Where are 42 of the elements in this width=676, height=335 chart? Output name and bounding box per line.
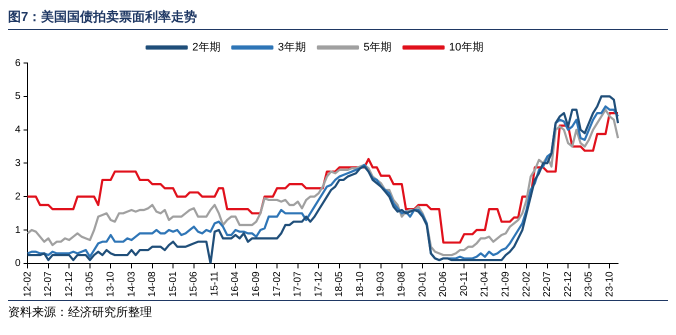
x-tick-label: 20-11 [458,270,470,296]
x-tick-label: 17-02 [272,270,283,297]
y-tick-label: 4 [15,124,21,136]
x-tick-label: 13-05 [84,270,96,297]
x-tick-label: 22-12 [562,270,574,297]
y-tick-label: 6 [15,58,21,69]
x-tick-label: 22-07 [542,270,554,297]
y-tick-label: 1 [15,224,21,236]
x-tick-label: 17-07 [292,270,304,297]
legend-label: 10年期 [449,42,484,54]
x-tick-label: 19-08 [396,270,408,297]
x-tick-label: 12-12 [64,270,75,297]
chart-title: 图7：美国国债拍卖票面利率走势 [8,8,668,30]
x-tick-label: 15-01 [168,270,179,297]
text: 资料来源：经济研究所整理 [8,300,668,321]
x-tick-label: 14-03 [126,270,138,297]
x-tick-label: 15-06 [188,270,200,297]
x-tick-label: 16-04 [230,270,242,297]
x-tick-label: 20-06 [438,270,450,297]
legend-label: 2年期 [192,42,220,54]
legend-label: 5年期 [363,42,392,54]
x-tick-label: 23-10 [604,270,616,297]
y-tick-label: 0 [15,258,21,270]
x-tick-label: 13-10 [105,270,116,297]
x-tick-label: 19-03 [376,270,387,297]
y-tick-label: 2 [15,191,21,202]
x-tick-label: 18-10 [354,270,366,297]
x-tick-label: 16-09 [251,270,262,297]
x-tick-label: 20-01 [417,270,428,297]
x-tick-label: 21-09 [500,270,512,297]
x-tick-label: 18-05 [334,270,346,297]
y-tick-label: 3 [15,158,21,169]
x-tick-label: 22-02 [521,270,532,297]
x-tick-label: 12-02 [22,270,34,297]
y-tick-label: 5 [15,91,21,102]
x-tick-label: 12-07 [43,270,54,297]
x-tick-label: 15-11 [209,270,220,296]
legend-label: 3年期 [278,42,306,54]
x-tick-label: 23-05 [584,270,595,297]
x-tick-label: 21-04 [480,270,491,297]
x-tick-label: 14-08 [147,270,158,297]
x-tick-label: 17-12 [313,270,324,297]
